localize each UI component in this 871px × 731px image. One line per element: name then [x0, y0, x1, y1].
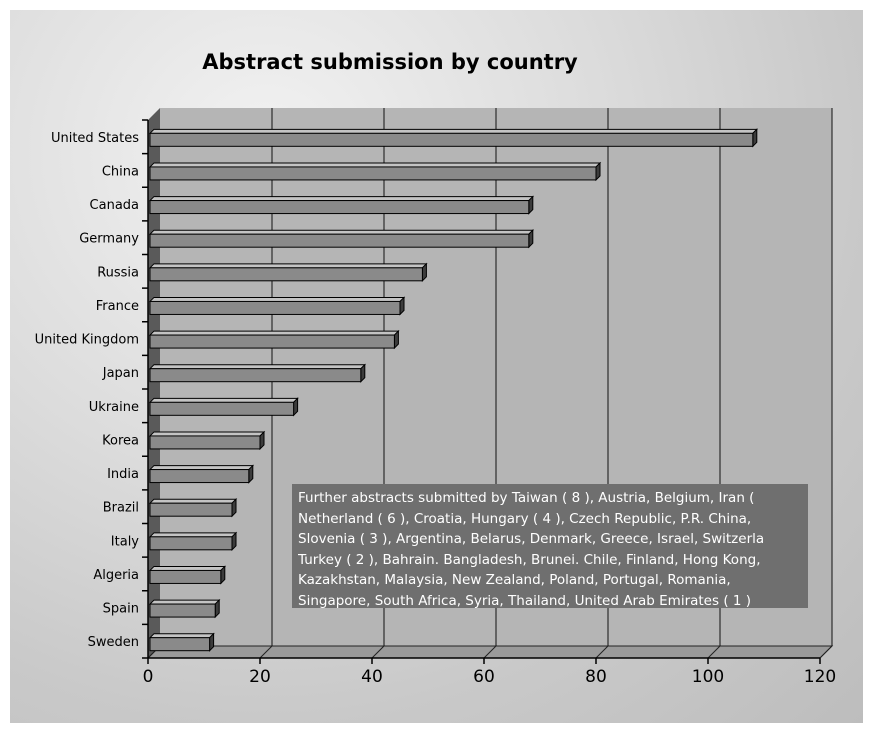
x-tick-label: 120 [804, 667, 836, 687]
bars [148, 128, 759, 652]
bar-front [149, 368, 362, 383]
bar-top [148, 565, 227, 571]
bar [148, 329, 400, 350]
bar [148, 565, 227, 585]
x-axis-ticks: 0 20 40 60 80 100 120 [143, 658, 836, 687]
category-label: Italy [111, 534, 140, 549]
floor-gridline [707, 645, 721, 659]
note-line-2: Netherland ( 6 ), Croatia, Hungary ( 4 )… [298, 510, 752, 527]
bar-top [148, 296, 406, 302]
floor-gridline [595, 645, 609, 659]
bar [148, 296, 406, 316]
bar-front [149, 166, 597, 181]
bar-front [149, 536, 233, 551]
bar-front [149, 502, 233, 517]
bar [148, 262, 428, 283]
bar-top [148, 364, 367, 370]
bar [148, 228, 535, 249]
bar-front [149, 569, 222, 584]
x-tick-label: 80 [585, 667, 607, 687]
bar-front [149, 401, 295, 416]
bar-top [148, 498, 238, 504]
bar-front [149, 233, 530, 248]
note-line-1: Further abstracts submitted by Taiwan ( … [298, 490, 755, 506]
bar-top [148, 229, 535, 235]
note-line-6: Singapore, South Africa, Syria, Thailand… [298, 592, 752, 609]
bar-top [148, 263, 428, 269]
x-tick-label: 40 [361, 667, 383, 687]
category-label: China [102, 164, 139, 179]
floor-gridline [371, 645, 385, 659]
bar-chart: Abstract submission by country United St… [35, 50, 837, 687]
category-label: Ukraine [89, 400, 139, 415]
bar [148, 430, 266, 451]
x-tick-label: 100 [692, 667, 724, 687]
bar-front [149, 334, 395, 349]
chart-frame: Abstract submission by country United St… [10, 10, 863, 723]
bar-front [149, 200, 530, 215]
bar [148, 397, 299, 417]
bar [148, 632, 215, 652]
chart-title: Abstract submission by country [202, 50, 578, 74]
bar-front [149, 435, 261, 450]
floor-gridline [819, 645, 833, 659]
bar-front [149, 267, 423, 282]
floor-gridline [259, 645, 273, 659]
bar-top [148, 128, 759, 134]
bar [148, 161, 602, 182]
bar [148, 128, 759, 148]
category-label: United States [51, 131, 139, 146]
category-label: United Kingdom [35, 333, 139, 348]
bar-top [148, 330, 400, 336]
bar [148, 195, 535, 215]
bar-top [148, 532, 238, 538]
bar-front [149, 132, 754, 147]
category-label: Korea [102, 433, 139, 448]
category-label: Russia [97, 265, 139, 280]
bar [148, 497, 238, 518]
x-tick-label: 0 [143, 667, 154, 687]
note-box: Further abstracts submitted by Taiwan ( … [292, 484, 808, 608]
category-label: Germany [79, 232, 139, 247]
bar-top [148, 633, 215, 639]
category-label: Spain [103, 602, 139, 617]
x-tick-label: 20 [249, 667, 271, 687]
bar [148, 531, 238, 552]
bar-top [148, 397, 299, 403]
note-line-3: Slovenia ( 3 ), Argentina, Belarus, Denm… [298, 531, 765, 547]
bar-front [149, 637, 211, 652]
floor-gridline [483, 645, 497, 659]
bar-top [148, 465, 255, 471]
category-label: Canada [90, 198, 139, 213]
bar [148, 363, 367, 383]
note-line-4: Turkey ( 2 ), Bahrain. Bangladesh, Brune… [298, 551, 761, 568]
bar [148, 464, 255, 484]
category-label: Sweden [88, 635, 139, 650]
bar-top [148, 196, 535, 202]
x-tick-label: 60 [473, 667, 495, 687]
category-label: Japan [102, 366, 139, 381]
category-label: Brazil [103, 501, 139, 516]
category-label: France [96, 299, 139, 314]
bar-top [148, 599, 221, 605]
bar-top [148, 162, 602, 168]
bar-top [148, 431, 266, 437]
note-line-5: Kazakhstan, Malaysia, New Zealand, Polan… [298, 572, 731, 588]
bar-front [149, 603, 216, 618]
bar [148, 598, 221, 619]
category-label: Algeria [93, 568, 139, 583]
category-label: India [107, 467, 139, 482]
bar-front [149, 300, 401, 315]
bar-front [149, 469, 250, 484]
category-labels: United States China Canada Germany Russia Fra… [35, 119, 148, 659]
